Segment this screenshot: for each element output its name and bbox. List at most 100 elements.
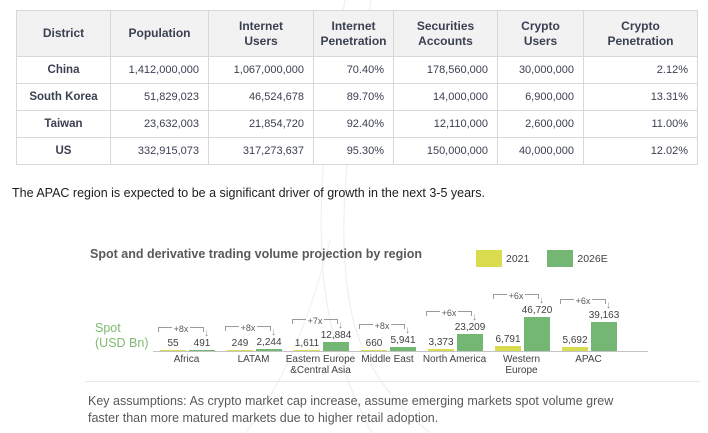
chart-group: +8x ↓ 249 2,244 LATAM [220,258,287,376]
category-label: Middle East [361,354,414,365]
chart-group: +6x ↓ 3,373 23,209 North America [421,258,488,376]
multiplier-text: +6x [508,291,524,301]
value-2021: 5,692 [562,335,588,346]
bracket-right [257,326,272,331]
bar-2021 [428,349,454,351]
value-2021: 1,611 [294,338,320,349]
data-cell: 2.12% [583,56,698,84]
district-cell: Taiwan [16,110,111,138]
legend-label: 2026E [577,252,608,265]
chart-plot-area: +8x ↓ 55 491 Africa +8x ↓ 249 2,244 LATAM +7x ↓ 1,61… [153,258,648,376]
bracket-right [324,319,339,324]
chart-group: +6x ↓ 6,791 46,720 Western Europe [488,258,555,376]
data-cell: 317,273,637 [208,137,314,165]
chart-image-bottom-edge [85,381,700,382]
column-header: Internet Penetration [313,10,394,57]
data-cell: 30,000,000 [497,56,584,84]
multiplier-text: +8x [240,323,256,333]
growth-multiplier: +6x ↓ [426,308,477,323]
growth-multiplier: +6x ↓ [560,296,611,311]
category-label: Africa [173,354,200,365]
multiplier-text: +8x [173,324,189,334]
chart-group: +7x ↓ 1,611 12,884 Eastern Europe &Central A… [286,258,356,376]
down-arrow-icon: ↓ [539,295,544,306]
data-cell: 150,000,000 [393,137,498,165]
bar-2026 [591,322,617,351]
district-cell: US [16,137,111,165]
down-arrow-icon: ↓ [271,327,276,338]
bracket-right [525,294,540,299]
data-cell: 332,915,073 [110,137,209,165]
value-2026: 23,209 [454,322,486,333]
chart-group: +8x ↓ 55 491 Africa [153,258,220,376]
data-cell: 21,854,720 [208,110,314,138]
bar-2026 [189,350,215,351]
data-cell: 6,900,000 [497,83,584,111]
down-arrow-icon: ↓ [405,325,410,336]
bar-2021 [361,350,387,351]
data-cell: 51,829,023 [110,83,209,111]
column-header: Internet Users [208,10,314,57]
district-cell: China [16,56,111,84]
growth-multiplier: +8x ↓ [225,323,276,338]
bar-2021 [160,350,186,351]
table-row: Taiwan 23,632,003 21,854,720 92.40% 12,110,0… [16,110,698,138]
district-stats-table: District Population Internet Users Internet… [16,10,698,165]
table-row: US 332,915,073 317,273,637 95.30% 150,000,00… [16,137,698,165]
data-cell: 1,412,000,000 [110,56,209,84]
category-label: APAC [575,354,602,365]
data-cell: 95.30% [313,137,394,165]
down-arrow-icon: ↓ [204,328,209,339]
table-row: South Korea 51,829,023 46,524,678 89.70% 14,… [16,83,698,111]
legend-swatch [547,250,574,267]
data-cell: 12.02% [583,137,698,165]
down-arrow-icon: ↓ [606,300,611,311]
chart-group: +8x ↓ 660 5,941 Middle East [354,258,421,376]
bar-2021 [227,350,253,351]
legend-item: 2021 [476,250,529,267]
legend-item: 2026E [547,250,608,267]
table-header-row: District Population Internet Users Internet… [16,10,698,57]
column-header: Crypto Penetration [583,10,698,57]
category-label: North America [422,354,487,365]
bracket-left [225,326,239,331]
bracket-left [493,294,507,299]
chart-group: +6x ↓ 5,692 39,163 APAC [555,258,622,376]
chart-title: Spot and derivative trading volume proje… [90,247,422,261]
data-cell: 178,560,000 [393,56,498,84]
column-header: Population [110,10,209,57]
down-arrow-icon: ↓ [338,320,343,331]
key-assumptions: Key assumptions: As crypto market cap in… [88,394,614,425]
data-cell: 1,067,000,000 [208,56,314,84]
data-cell: 13.31% [583,83,698,111]
column-header: Crypto Users [497,10,584,57]
category-label: Eastern Europe &Central Asia [285,354,356,376]
bracket-left [359,324,373,329]
chart-axis-label: Spot (USD Bn) [95,321,149,350]
bracket-left [426,311,440,316]
data-cell: 46,524,678 [208,83,314,111]
value-2026: 2,244 [256,337,282,348]
multiplier-text: +7x [307,316,323,326]
apac-note: The APAC region is expected to be a sign… [12,186,485,200]
table-body: China 1,412,000,000 1,067,000,000 70.40% 178… [16,56,698,165]
bar-2021 [562,347,588,351]
bracket-left [560,299,574,304]
category-label: LATAM [237,354,270,365]
data-cell: 14,000,000 [393,83,498,111]
data-cell: 70.40% [313,56,394,84]
multiplier-text: +6x [441,308,457,318]
value-2026: 46,720 [521,305,553,316]
growth-multiplier: +6x ↓ [493,291,544,306]
bar-2021 [495,346,521,351]
bracket-right [190,327,205,332]
bracket-right [458,311,473,316]
bar-2026 [323,342,349,351]
legend-label: 2021 [506,252,530,265]
chart-legend: 2021 2026E [476,250,626,267]
bracket-left [292,319,306,324]
multiplier-text: +6x [575,296,591,306]
legend-swatch [476,250,502,267]
value-2021: 249 [231,338,249,349]
